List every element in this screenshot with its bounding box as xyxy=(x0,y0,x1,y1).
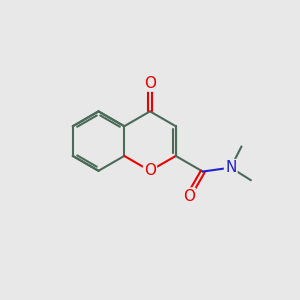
Text: O: O xyxy=(183,188,195,203)
Text: O: O xyxy=(144,163,156,178)
Text: N: N xyxy=(225,160,236,175)
Text: O: O xyxy=(144,76,156,91)
